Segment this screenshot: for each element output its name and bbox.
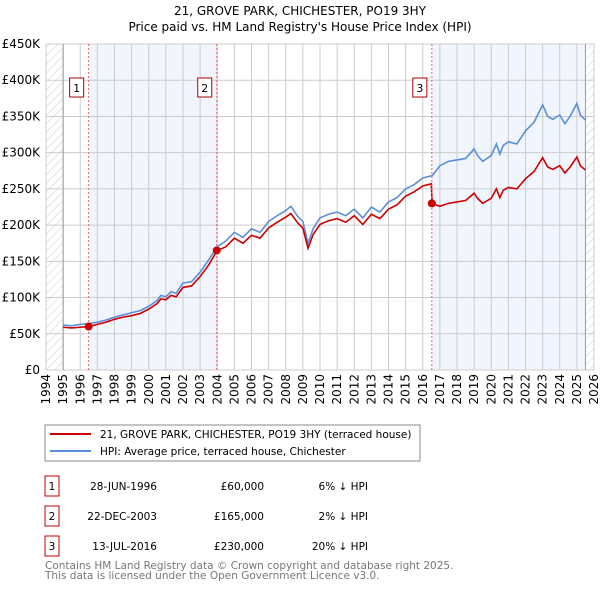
x-tick-label: 2015 bbox=[399, 374, 413, 405]
chart-title: 21, GROVE PARK, CHICHESTER, PO19 3HY bbox=[174, 4, 427, 18]
y-tick-label: £450K bbox=[2, 37, 42, 51]
legend: 21, GROVE PARK, CHICHESTER, PO19 3HY (te… bbox=[44, 424, 421, 462]
sale-label-number: 1 bbox=[73, 82, 80, 95]
sale-price: £165,000 bbox=[214, 511, 264, 523]
x-tick-label: 2020 bbox=[484, 374, 498, 405]
y-tick-label: £350K bbox=[2, 109, 42, 123]
x-tick-label: 2021 bbox=[501, 374, 515, 405]
x-tick-label: 2009 bbox=[296, 374, 310, 405]
sale-number-box bbox=[44, 505, 60, 527]
x-tick-label: 2026 bbox=[587, 374, 600, 405]
x-tick-label: 2024 bbox=[553, 374, 567, 405]
shaded-period-1-2 bbox=[88, 44, 217, 370]
footer-licence: This data is licensed under the Open Gov… bbox=[44, 570, 380, 582]
sale-hpi-diff: 20% ↓ HPI bbox=[312, 541, 368, 553]
x-tick-label: 1996 bbox=[73, 374, 87, 405]
sale-number-box bbox=[44, 475, 60, 497]
no-data-hatch-left bbox=[46, 44, 64, 370]
legend-label-hpi: HPI: Average price, terraced house, Chic… bbox=[100, 446, 346, 458]
sale-hpi-diff: 6% ↓ HPI bbox=[319, 481, 368, 493]
x-tick-label: 2008 bbox=[279, 374, 293, 405]
sale-point bbox=[427, 199, 436, 208]
sale-price: £60,000 bbox=[221, 481, 264, 493]
legend-label-property: 21, GROVE PARK, CHICHESTER, PO19 3HY (te… bbox=[100, 429, 411, 441]
x-tick-label: 1995 bbox=[56, 374, 70, 405]
sale-label-box bbox=[412, 77, 428, 98]
sale-date: 22-DEC-2003 bbox=[87, 511, 157, 523]
x-tick-label: 2007 bbox=[262, 374, 276, 405]
no-data-hatch-right bbox=[585, 44, 594, 370]
y-tick-label: £300K bbox=[2, 146, 42, 160]
hpi-line bbox=[63, 101, 586, 327]
sale-number: 3 bbox=[49, 541, 56, 553]
y-tick-label: £250K bbox=[2, 182, 42, 196]
x-tick-label: 1997 bbox=[90, 374, 104, 405]
sale-hpi-diff: 2% ↓ HPI bbox=[319, 511, 368, 523]
x-tick-label: 2011 bbox=[330, 374, 344, 405]
sale-number-box bbox=[44, 535, 60, 557]
y-tick-label: £0 bbox=[25, 363, 40, 377]
x-tick-label: 2016 bbox=[416, 374, 430, 405]
sales-table: 1 28-JUN-1996 £60,000 6% ↓ HPI 2 22-DEC-2003 £… bbox=[44, 475, 368, 557]
x-tick-label: 2005 bbox=[227, 374, 241, 405]
y-tick-label: £50K bbox=[9, 327, 41, 341]
sale-label-number: 3 bbox=[416, 82, 423, 95]
x-tick-label: 2006 bbox=[245, 374, 259, 405]
x-tick-label: 1999 bbox=[125, 374, 139, 405]
sale-price: £230,000 bbox=[214, 541, 264, 553]
sale-point bbox=[212, 246, 221, 255]
y-tick-label: £100K bbox=[2, 291, 42, 305]
x-tick-label: 2004 bbox=[210, 374, 224, 405]
x-tick-label: 2017 bbox=[433, 374, 447, 405]
x-tick-label: 2023 bbox=[536, 374, 550, 405]
x-tick-label: 1998 bbox=[108, 374, 122, 405]
y-tick-label: £400K bbox=[2, 73, 42, 87]
sale-label-box bbox=[69, 77, 85, 98]
x-tick-label: 2014 bbox=[382, 374, 396, 405]
x-tick-label: 1994 bbox=[39, 374, 53, 405]
x-tick-label: 2010 bbox=[313, 374, 327, 405]
x-tick-label: 2002 bbox=[176, 374, 190, 405]
x-tick-label: 2025 bbox=[570, 374, 584, 405]
legend-box bbox=[44, 424, 421, 462]
footer-copyright: Contains HM Land Registry data © Crown c… bbox=[45, 560, 453, 572]
x-tick-label: 2013 bbox=[364, 374, 378, 405]
x-tick-label: 2012 bbox=[347, 374, 361, 405]
sale-point bbox=[84, 322, 93, 331]
sale-label-number: 2 bbox=[201, 82, 208, 95]
x-tick-label: 2001 bbox=[159, 374, 173, 405]
y-tick-label: £150K bbox=[2, 254, 42, 268]
sale-date: 28-JUN-1996 bbox=[90, 481, 157, 493]
x-tick-label: 2018 bbox=[450, 374, 464, 405]
x-tick-label: 2000 bbox=[142, 374, 156, 405]
chart-subtitle: Price paid vs. HM Land Registry's House … bbox=[128, 20, 471, 34]
x-tick-label: 2003 bbox=[193, 374, 207, 405]
sale-label-box bbox=[197, 77, 213, 98]
x-tick-label: 2022 bbox=[519, 374, 533, 405]
property-price-line bbox=[63, 155, 586, 329]
sale-number: 1 bbox=[49, 481, 56, 493]
x-tick-label: 2019 bbox=[467, 374, 481, 405]
sale-number: 2 bbox=[49, 511, 56, 523]
sale-date: 13-JUL-2016 bbox=[92, 541, 157, 553]
y-tick-label: £200K bbox=[2, 218, 42, 232]
